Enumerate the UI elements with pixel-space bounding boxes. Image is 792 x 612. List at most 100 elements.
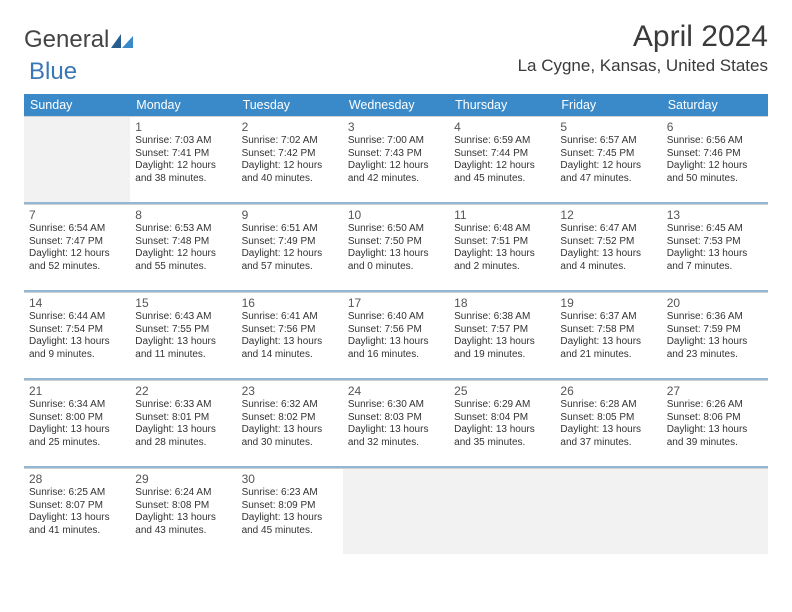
- logo-sail-icon: [111, 34, 133, 48]
- day-number: 24: [348, 384, 444, 398]
- day-number: 25: [454, 384, 550, 398]
- calendar-cell: 17Sunrise: 6:40 AMSunset: 7:56 PMDayligh…: [343, 292, 449, 378]
- calendar-cell: 11Sunrise: 6:48 AMSunset: 7:51 PMDayligh…: [449, 204, 555, 290]
- day-dl1: Daylight: 12 hours: [454, 160, 550, 173]
- day-sunset: Sunset: 8:05 PM: [560, 412, 656, 425]
- day-number: 27: [667, 384, 763, 398]
- day-dl2: and 30 minutes.: [242, 437, 338, 450]
- calendar-cell: 9Sunrise: 6:51 AMSunset: 7:49 PMDaylight…: [237, 204, 343, 290]
- weekday-header-row: SundayMondayTuesdayWednesdayThursdayFrid…: [24, 94, 768, 116]
- day-sunrise: Sunrise: 6:34 AM: [29, 399, 125, 412]
- day-dl2: and 14 minutes.: [242, 349, 338, 362]
- day-sunrise: Sunrise: 6:40 AM: [348, 311, 444, 324]
- day-dl1: Daylight: 13 hours: [454, 248, 550, 261]
- calendar-cell: 13Sunrise: 6:45 AMSunset: 7:53 PMDayligh…: [662, 204, 768, 290]
- day-sunrise: Sunrise: 6:32 AM: [242, 399, 338, 412]
- brand-logo: General: [24, 26, 133, 54]
- day-dl1: Daylight: 12 hours: [135, 160, 231, 173]
- day-dl2: and 52 minutes.: [29, 261, 125, 274]
- day-number: 1: [135, 120, 231, 134]
- weekday-header: Monday: [130, 94, 236, 116]
- day-number: 22: [135, 384, 231, 398]
- day-number: 3: [348, 120, 444, 134]
- day-number: 6: [667, 120, 763, 134]
- calendar-cell: 23Sunrise: 6:32 AMSunset: 8:02 PMDayligh…: [237, 380, 343, 466]
- day-sunrise: Sunrise: 6:28 AM: [560, 399, 656, 412]
- day-dl1: Daylight: 13 hours: [135, 512, 231, 525]
- day-sunrise: Sunrise: 6:37 AM: [560, 311, 656, 324]
- day-sunset: Sunset: 8:03 PM: [348, 412, 444, 425]
- day-dl1: Daylight: 13 hours: [29, 336, 125, 349]
- day-dl2: and 38 minutes.: [135, 173, 231, 186]
- day-sunrise: Sunrise: 7:03 AM: [135, 135, 231, 148]
- day-sunset: Sunset: 7:43 PM: [348, 148, 444, 161]
- day-dl2: and 40 minutes.: [242, 173, 338, 186]
- day-sunset: Sunset: 7:53 PM: [667, 236, 763, 249]
- day-sunset: Sunset: 8:01 PM: [135, 412, 231, 425]
- day-sunset: Sunset: 8:07 PM: [29, 500, 125, 513]
- day-sunrise: Sunrise: 6:57 AM: [560, 135, 656, 148]
- calendar: SundayMondayTuesdayWednesdayThursdayFrid…: [24, 94, 768, 554]
- day-dl2: and 47 minutes.: [560, 173, 656, 186]
- weekday-header: Sunday: [24, 94, 130, 116]
- day-sunset: Sunset: 7:55 PM: [135, 324, 231, 337]
- day-sunset: Sunset: 8:09 PM: [242, 500, 338, 513]
- calendar-cell: 26Sunrise: 6:28 AMSunset: 8:05 PMDayligh…: [555, 380, 661, 466]
- day-sunrise: Sunrise: 6:44 AM: [29, 311, 125, 324]
- day-dl1: Daylight: 13 hours: [348, 336, 444, 349]
- day-sunrise: Sunrise: 6:30 AM: [348, 399, 444, 412]
- calendar-cell-blank: [343, 468, 449, 554]
- day-sunrise: Sunrise: 6:53 AM: [135, 223, 231, 236]
- day-dl1: Daylight: 13 hours: [29, 512, 125, 525]
- calendar-cell: 3Sunrise: 7:00 AMSunset: 7:43 PMDaylight…: [343, 116, 449, 202]
- title-block: April 2024 La Cygne, Kansas, United Stat…: [518, 20, 768, 76]
- day-sunrise: Sunrise: 6:36 AM: [667, 311, 763, 324]
- day-dl2: and 25 minutes.: [29, 437, 125, 450]
- day-dl2: and 28 minutes.: [135, 437, 231, 450]
- day-sunset: Sunset: 7:50 PM: [348, 236, 444, 249]
- day-number: 29: [135, 472, 231, 486]
- day-sunset: Sunset: 7:54 PM: [29, 324, 125, 337]
- day-dl2: and 45 minutes.: [454, 173, 550, 186]
- calendar-cell: 15Sunrise: 6:43 AMSunset: 7:55 PMDayligh…: [130, 292, 236, 378]
- calendar-cell: 30Sunrise: 6:23 AMSunset: 8:09 PMDayligh…: [237, 468, 343, 554]
- row-separator: [24, 202, 768, 204]
- day-dl1: Daylight: 13 hours: [242, 512, 338, 525]
- day-sunset: Sunset: 7:45 PM: [560, 148, 656, 161]
- day-number: 28: [29, 472, 125, 486]
- day-number: 5: [560, 120, 656, 134]
- day-number: 16: [242, 296, 338, 310]
- calendar-cell: 20Sunrise: 6:36 AMSunset: 7:59 PMDayligh…: [662, 292, 768, 378]
- day-sunrise: Sunrise: 6:33 AM: [135, 399, 231, 412]
- calendar-cell: 1Sunrise: 7:03 AMSunset: 7:41 PMDaylight…: [130, 116, 236, 202]
- day-number: 26: [560, 384, 656, 398]
- row-separator: [24, 290, 768, 292]
- day-dl2: and 37 minutes.: [560, 437, 656, 450]
- weekday-header: Thursday: [449, 94, 555, 116]
- day-sunrise: Sunrise: 6:51 AM: [242, 223, 338, 236]
- calendar-cell: 16Sunrise: 6:41 AMSunset: 7:56 PMDayligh…: [237, 292, 343, 378]
- day-sunrise: Sunrise: 6:45 AM: [667, 223, 763, 236]
- day-sunrise: Sunrise: 6:38 AM: [454, 311, 550, 324]
- calendar-cell: 19Sunrise: 6:37 AMSunset: 7:58 PMDayligh…: [555, 292, 661, 378]
- day-dl1: Daylight: 13 hours: [560, 248, 656, 261]
- calendar-cell: 27Sunrise: 6:26 AMSunset: 8:06 PMDayligh…: [662, 380, 768, 466]
- day-dl1: Daylight: 13 hours: [135, 424, 231, 437]
- calendar-cell: 2Sunrise: 7:02 AMSunset: 7:42 PMDaylight…: [237, 116, 343, 202]
- day-number: 13: [667, 208, 763, 222]
- day-sunrise: Sunrise: 6:26 AM: [667, 399, 763, 412]
- day-number: 23: [242, 384, 338, 398]
- day-number: 30: [242, 472, 338, 486]
- day-sunset: Sunset: 7:56 PM: [348, 324, 444, 337]
- calendar-cell: 14Sunrise: 6:44 AMSunset: 7:54 PMDayligh…: [24, 292, 130, 378]
- calendar-page: General April 2024 La Cygne, Kansas, Uni…: [0, 0, 792, 564]
- day-number: 21: [29, 384, 125, 398]
- day-sunrise: Sunrise: 6:23 AM: [242, 487, 338, 500]
- day-dl1: Daylight: 12 hours: [135, 248, 231, 261]
- day-sunrise: Sunrise: 7:00 AM: [348, 135, 444, 148]
- day-dl1: Daylight: 12 hours: [242, 160, 338, 173]
- day-sunrise: Sunrise: 6:43 AM: [135, 311, 231, 324]
- day-sunrise: Sunrise: 6:59 AM: [454, 135, 550, 148]
- day-dl1: Daylight: 13 hours: [348, 424, 444, 437]
- day-sunrise: Sunrise: 6:56 AM: [667, 135, 763, 148]
